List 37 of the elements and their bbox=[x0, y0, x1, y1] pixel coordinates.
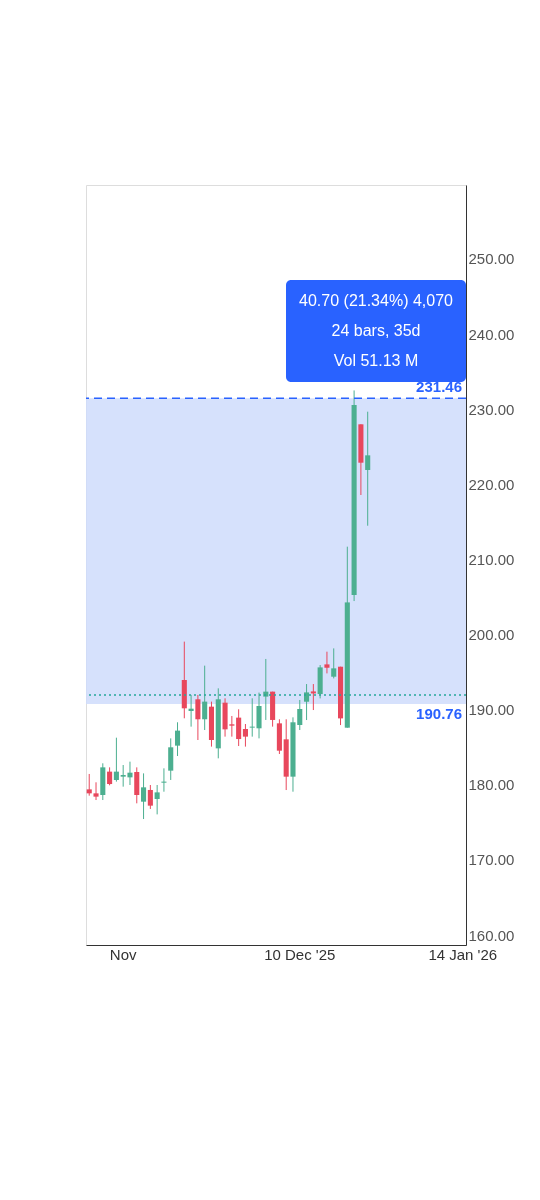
x-tick-label: 10 Dec '25 bbox=[264, 945, 336, 963]
x-tick-label: 14 Jan '26 bbox=[428, 945, 498, 963]
x-tick-label: Nov bbox=[109, 945, 138, 963]
candlestick bbox=[134, 766, 140, 804]
candlestick bbox=[113, 737, 119, 783]
candlestick bbox=[161, 767, 167, 793]
candlestick bbox=[195, 694, 201, 741]
ref-line-label: 231.46 bbox=[416, 378, 462, 396]
candlestick bbox=[174, 721, 181, 757]
candlestick bbox=[154, 784, 160, 815]
y-tick-label: 170.00 bbox=[468, 851, 515, 869]
annotation: 24 bars, 35d bbox=[331, 322, 421, 339]
annotation: Vol 51.13 M bbox=[333, 352, 419, 369]
y-tick-label: 200.00 bbox=[468, 626, 515, 644]
candlestick bbox=[168, 737, 174, 781]
y-tick-label: 210.00 bbox=[468, 550, 515, 568]
y-tick-label: 240.00 bbox=[468, 325, 515, 343]
candlestick bbox=[324, 651, 330, 674]
candlestick bbox=[304, 683, 310, 721]
y-tick-label: 160.00 bbox=[468, 926, 515, 944]
y-tick-label: 220.00 bbox=[468, 475, 515, 493]
candlestick bbox=[202, 665, 208, 731]
candlestick bbox=[310, 683, 316, 711]
candlestick bbox=[365, 411, 371, 527]
candlestick bbox=[86, 773, 92, 797]
candlestick bbox=[141, 772, 147, 820]
candlestick bbox=[93, 781, 99, 801]
y-tick-label: 180.00 bbox=[468, 776, 515, 794]
y-tick-label: 250.00 bbox=[468, 250, 515, 268]
y-tick-label: 230.00 bbox=[468, 400, 515, 418]
y-tick-label: 190.00 bbox=[468, 701, 515, 719]
band-label: 190.76 bbox=[416, 704, 462, 722]
annotation: 40.70 (21.34%) 4,070 bbox=[299, 292, 454, 309]
candlestick bbox=[242, 723, 248, 748]
candlestick bbox=[147, 784, 153, 810]
candlestick bbox=[236, 708, 242, 747]
candlestick bbox=[331, 647, 337, 679]
